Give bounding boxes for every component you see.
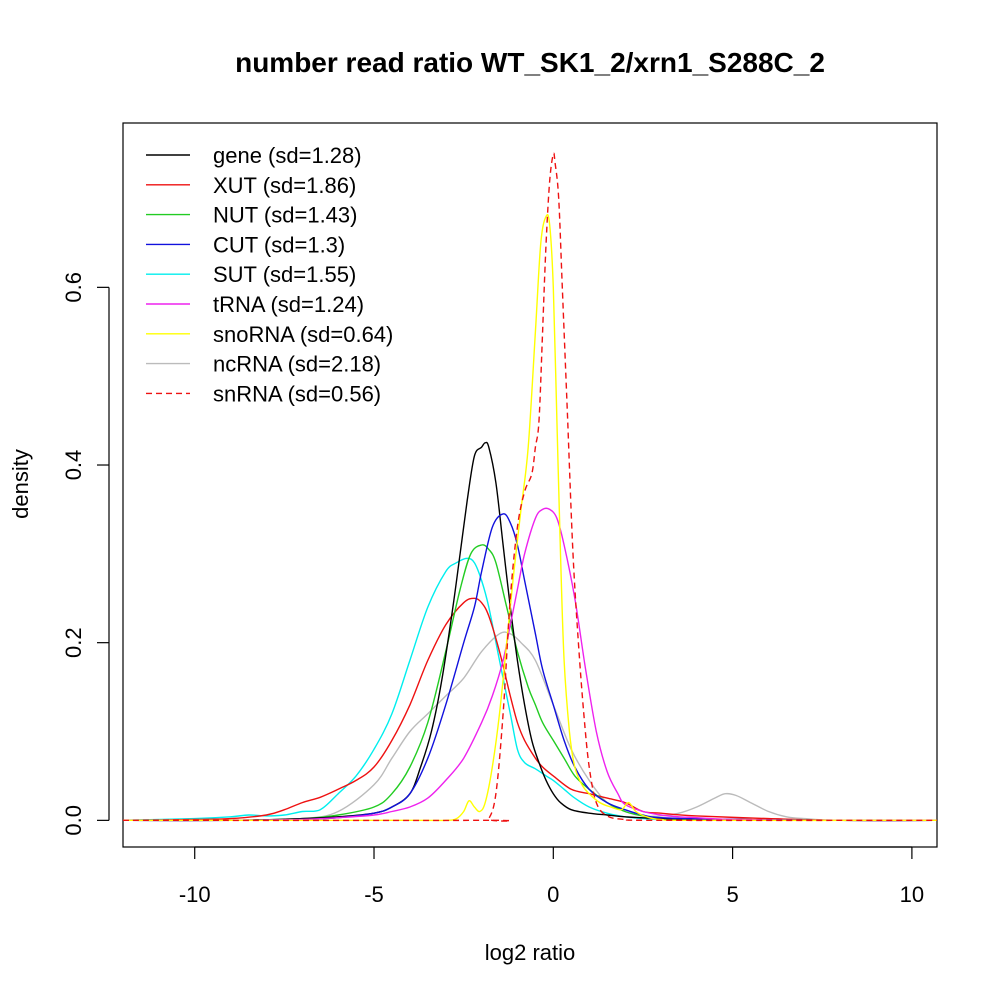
legend-label-cut: CUT (sd=1.3) — [213, 232, 345, 257]
series-line-nut — [122, 544, 938, 822]
series-line-cut — [122, 513, 938, 822]
legend-label-nut: NUT (sd=1.43) — [213, 203, 357, 228]
legend-label-xut: XUT (sd=1.86) — [213, 173, 356, 198]
x-tick-label: 5 — [726, 882, 738, 907]
y-tick-label: 0.4 — [61, 450, 86, 481]
x-tick-label: 10 — [900, 882, 924, 907]
legend-label-ncrna: ncRNA (sd=2.18) — [213, 352, 381, 377]
y-tick-label: 0.0 — [61, 805, 86, 836]
chart-title: number read ratio WT_SK1_2/xrn1_S288C_2 — [235, 47, 825, 78]
y-axis: 0.0 0.2 0.4 0.6 — [61, 272, 110, 836]
x-tick-label: -10 — [179, 882, 211, 907]
y-tick-label: 0.6 — [61, 272, 86, 303]
y-tick-label: 0.2 — [61, 627, 86, 658]
x-axis-label: log2 ratio — [485, 940, 576, 965]
x-axis: -10 -5 0 5 10 — [179, 846, 924, 907]
series-lines — [122, 152, 938, 822]
legend-label-snorna: snoRNA (sd=0.64) — [213, 322, 393, 347]
legend-label-sut: SUT (sd=1.55) — [213, 262, 356, 287]
legend-label-gene: gene (sd=1.28) — [213, 143, 362, 168]
y-axis-label: density — [8, 449, 33, 519]
series-line-snorna — [123, 213, 938, 822]
legend-label-snrna: snRNA (sd=0.56) — [213, 381, 381, 406]
series-line-sut — [122, 557, 937, 822]
x-tick-label: -5 — [364, 882, 384, 907]
series-line-snrna — [122, 152, 938, 822]
x-tick-label: 0 — [547, 882, 559, 907]
legend: gene (sd=1.28) XUT (sd=1.86) NUT (sd=1.43)… — [146, 143, 393, 406]
legend-label-trna: tRNA (sd=1.24) — [213, 292, 364, 317]
series-line-trna — [122, 507, 938, 822]
